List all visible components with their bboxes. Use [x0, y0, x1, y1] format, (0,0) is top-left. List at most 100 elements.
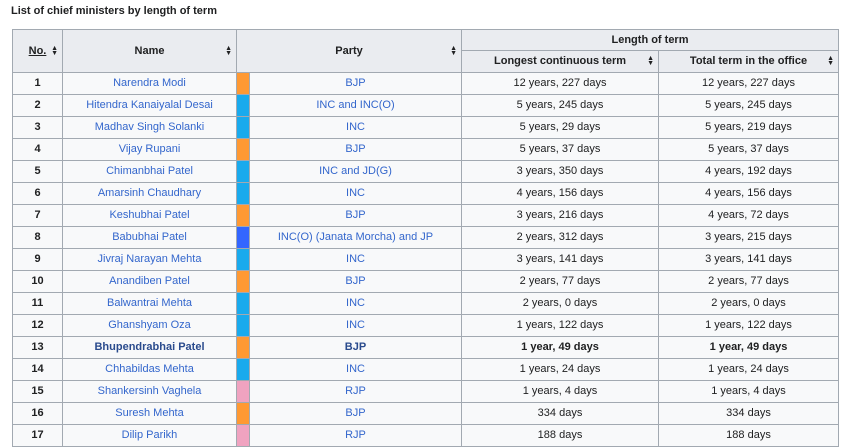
party-cell: INC [249, 247, 462, 271]
party-link[interactable]: BJP [345, 143, 366, 156]
table-row: 6 Amarsinh Chaudhary INC 4 years, 156 days 4… [12, 181, 839, 205]
party-color-cell [236, 225, 250, 249]
total-term-cell: 12 years, 227 days [658, 71, 839, 95]
longest-term-cell: 334 days [461, 401, 659, 425]
party-link[interactable]: RJP [345, 429, 366, 442]
row-number-cell: 5 [12, 159, 63, 183]
party-link[interactable]: BJP [344, 341, 367, 354]
column-group-header-length-label: Length of term [611, 34, 689, 47]
column-header-party[interactable]: Party ▲ ▼ [236, 29, 462, 73]
chief-minister-link[interactable]: Bhupendrabhai Patel [94, 341, 205, 354]
party-cell: RJP [249, 379, 462, 403]
name-cell: Ghanshyam Oza [62, 313, 237, 337]
longest-term-cell: 188 days [461, 423, 659, 447]
total-term-cell: 2 years, 0 days [658, 291, 839, 315]
name-cell: Balwantrai Mehta [62, 291, 237, 315]
party-cell: INC [249, 181, 462, 205]
column-header-total[interactable]: Total term in the office ▲ ▼ [658, 50, 839, 73]
party-color-cell [236, 401, 250, 425]
name-cell: Chimanbhai Patel [62, 159, 237, 183]
name-cell: Suresh Mehta [62, 401, 237, 425]
chief-minister-link[interactable]: Anandiben Patel [109, 275, 190, 288]
party-link[interactable]: INC [346, 187, 365, 200]
name-cell: Vijay Rupani [62, 137, 237, 161]
chief-minister-link[interactable]: Jivraj Narayan Mehta [97, 253, 202, 266]
total-term-cell: 5 years, 245 days [658, 93, 839, 117]
row-number-cell: 11 [12, 291, 63, 315]
longest-term-cell: 4 years, 156 days [461, 181, 659, 205]
party-link[interactable]: INC and JD(G) [319, 165, 392, 178]
party-color-swatch [237, 95, 249, 116]
party-link[interactable]: BJP [345, 209, 366, 222]
table-row: 7 Keshubhai Patel BJP 3 years, 216 days 4 ye… [12, 203, 839, 227]
party-link[interactable]: INC [346, 253, 365, 266]
chief-minister-link[interactable]: Madhav Singh Solanki [94, 121, 205, 134]
table-row: 2 Hitendra Kanaiyalal Desai INC and INC(O)… [12, 93, 839, 117]
chief-minister-link[interactable]: Chhabildas Mehta [105, 363, 194, 376]
party-cell: INC [249, 313, 462, 337]
row-number-cell: 12 [12, 313, 63, 337]
column-header-no[interactable]: No. ▲ ▼ [12, 29, 63, 73]
name-cell: Amarsinh Chaudhary [62, 181, 237, 205]
longest-term-cell: 1 year, 49 days [461, 335, 659, 359]
party-cell: INC [249, 115, 462, 139]
chief-minister-link[interactable]: Dilip Parikh [121, 429, 178, 442]
chief-minister-link[interactable]: Keshubhai Patel [109, 209, 190, 222]
chief-minister-link[interactable]: Narendra Modi [113, 77, 186, 90]
sort-icon[interactable]: ▲ ▼ [225, 44, 232, 57]
sort-icon[interactable]: ▲ ▼ [647, 55, 654, 68]
sort-icon[interactable]: ▲ ▼ [450, 44, 457, 57]
party-link[interactable]: INC [346, 319, 365, 332]
chief-minister-link[interactable]: Hitendra Kanaiyalal Desai [86, 99, 213, 112]
row-number-cell: 14 [12, 357, 63, 381]
party-link[interactable]: INC [346, 363, 365, 376]
chief-minister-link[interactable]: Babubhai Patel [112, 231, 187, 244]
column-header-name[interactable]: Name ▲ ▼ [62, 29, 237, 73]
name-cell: Dilip Parikh [62, 423, 237, 447]
party-link[interactable]: RJP [345, 385, 366, 398]
party-color-cell [236, 93, 250, 117]
chief-minister-link[interactable]: Amarsinh Chaudhary [97, 187, 202, 200]
party-link[interactable]: BJP [345, 275, 366, 288]
chief-minister-link[interactable]: Ghanshyam Oza [108, 319, 191, 332]
longest-term-cell: 3 years, 141 days [461, 247, 659, 271]
name-cell: Hitendra Kanaiyalal Desai [62, 93, 237, 117]
column-header-longest[interactable]: Longest continuous term ▲ ▼ [461, 50, 659, 73]
party-cell: INC and JD(G) [249, 159, 462, 183]
name-cell: Bhupendrabhai Patel [62, 335, 237, 359]
table-row: 8 Babubhai Patel INC(O) (Janata Morcha) an… [12, 225, 839, 249]
party-link[interactable]: INC and INC(O) [316, 99, 395, 112]
table-row: 11 Balwantrai Mehta INC 2 years, 0 days 2 ye… [12, 291, 839, 315]
party-link[interactable]: BJP [345, 407, 366, 420]
longest-term-cell: 1 years, 122 days [461, 313, 659, 337]
party-color-swatch [237, 359, 249, 380]
chief-minister-link[interactable]: Vijay Rupani [118, 143, 181, 156]
party-color-cell [236, 159, 250, 183]
party-link[interactable]: INC [346, 297, 365, 310]
longest-term-cell: 5 years, 245 days [461, 93, 659, 117]
chief-minister-link[interactable]: Suresh Mehta [115, 407, 184, 420]
total-term-cell: 5 years, 37 days [658, 137, 839, 161]
chief-minister-link[interactable]: Balwantrai Mehta [107, 297, 192, 310]
row-number-cell: 13 [12, 335, 63, 359]
party-cell: BJP [249, 71, 462, 95]
sort-icon[interactable]: ▲ ▼ [827, 55, 834, 68]
row-number-cell: 3 [12, 115, 63, 139]
row-number-cell: 8 [12, 225, 63, 249]
table-row: 16 Suresh Mehta BJP 334 days 334 days [12, 401, 839, 425]
party-link[interactable]: INC(O) (Janata Morcha) and JP [277, 231, 434, 244]
party-color-swatch [237, 139, 249, 160]
chief-minister-link[interactable]: Chimanbhai Patel [106, 165, 193, 178]
longest-term-cell: 1 years, 4 days [461, 379, 659, 403]
party-cell: INC [249, 357, 462, 381]
sort-icon[interactable]: ▲ ▼ [51, 44, 58, 57]
total-term-cell: 334 days [658, 401, 839, 425]
column-header-party-label: Party [335, 44, 363, 57]
party-color-swatch [237, 403, 249, 424]
column-header-longest-label: Longest continuous term [494, 55, 626, 68]
row-number-cell: 1 [12, 71, 63, 95]
party-link[interactable]: INC [346, 121, 365, 134]
party-link[interactable]: BJP [345, 77, 366, 90]
chief-minister-link[interactable]: Shankersinh Vaghela [97, 385, 202, 398]
table-row: 15 Shankersinh Vaghela RJP 1 years, 4 days 1… [12, 379, 839, 403]
